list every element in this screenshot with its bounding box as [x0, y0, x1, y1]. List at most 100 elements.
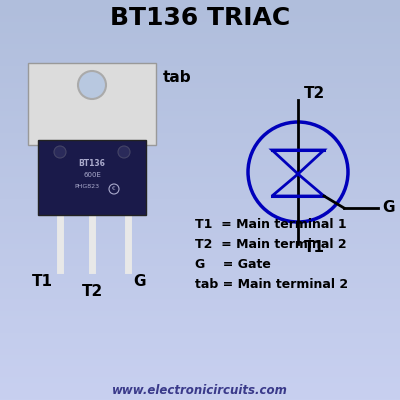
Bar [0, 66, 400, 67]
Bar [0, 45, 400, 46]
Bar [0, 261, 400, 262]
Bar [0, 4, 400, 5]
Bar [0, 298, 400, 299]
Bar [0, 180, 400, 181]
Bar [0, 306, 400, 307]
Bar [0, 256, 400, 257]
Bar [0, 398, 400, 399]
Bar [0, 236, 400, 237]
Bar [0, 311, 400, 312]
Bar [0, 124, 400, 125]
Bar [0, 31, 400, 32]
Bar [0, 104, 400, 105]
Bar [0, 93, 400, 94]
Bar [0, 178, 400, 179]
Bar [0, 316, 400, 317]
Bar [0, 193, 400, 194]
Text: T1  = Main terminal 1: T1 = Main terminal 1 [195, 218, 347, 232]
Bar [0, 352, 400, 353]
Bar [0, 296, 400, 297]
Bar [0, 9, 400, 10]
Bar [0, 157, 400, 158]
Bar [0, 46, 400, 47]
Bar [0, 392, 400, 393]
Bar [0, 307, 400, 308]
Bar [0, 165, 400, 166]
Bar [0, 283, 400, 284]
Bar [0, 73, 400, 74]
Text: www.electronicircuits.com: www.electronicircuits.com [112, 384, 288, 396]
Bar [0, 276, 400, 277]
Bar [0, 97, 400, 98]
Bar [0, 27, 400, 28]
Bar [0, 78, 400, 79]
Bar [0, 17, 400, 18]
Bar [0, 347, 400, 348]
Bar [0, 18, 400, 19]
Bar [0, 388, 400, 389]
Bar [0, 325, 400, 326]
Bar [0, 118, 400, 119]
Bar [0, 241, 400, 242]
Bar [0, 173, 400, 174]
Bar [0, 2, 400, 3]
Bar [0, 111, 400, 112]
Bar [0, 55, 400, 56]
Bar [0, 1, 400, 2]
Bar [0, 185, 400, 186]
Bar [0, 364, 400, 365]
Bar [0, 96, 400, 97]
Bar [0, 190, 400, 191]
Bar [0, 323, 400, 324]
Bar [0, 230, 400, 231]
Bar [0, 240, 400, 241]
Bar [0, 19, 400, 20]
Bar [0, 348, 400, 349]
Bar [0, 81, 400, 82]
Bar [0, 68, 400, 69]
Bar [0, 69, 400, 70]
Bar [0, 204, 400, 205]
Bar [0, 5, 400, 6]
Bar [0, 251, 400, 252]
Bar [0, 129, 400, 130]
Bar [0, 202, 400, 203]
Bar [0, 64, 400, 65]
Bar [0, 368, 400, 369]
Bar [0, 297, 400, 298]
Bar [0, 367, 400, 368]
Bar [0, 390, 400, 391]
Bar [0, 271, 400, 272]
Bar [0, 76, 400, 77]
Bar [0, 324, 400, 325]
Bar [0, 192, 400, 193]
Bar [0, 8, 400, 9]
Bar [0, 3, 400, 4]
Bar [0, 335, 400, 336]
Bar [0, 141, 400, 142]
Bar [0, 147, 400, 148]
Bar [0, 279, 400, 280]
Bar [0, 95, 400, 96]
Bar [0, 47, 400, 48]
Bar [0, 361, 400, 362]
Bar [0, 39, 400, 40]
Bar [0, 340, 400, 341]
Bar [0, 259, 400, 260]
Bar [0, 189, 400, 190]
Bar [0, 213, 400, 214]
Circle shape [54, 146, 66, 158]
Bar [0, 145, 400, 146]
Bar [0, 172, 400, 173]
Bar [0, 344, 400, 345]
Bar [0, 137, 400, 138]
Bar [0, 16, 400, 17]
Bar [0, 386, 400, 387]
Bar [0, 200, 400, 201]
Bar [0, 177, 400, 178]
Bar [0, 135, 400, 136]
Bar [0, 128, 400, 129]
Bar [0, 127, 400, 128]
Text: €: € [112, 186, 116, 192]
Bar [0, 44, 400, 45]
